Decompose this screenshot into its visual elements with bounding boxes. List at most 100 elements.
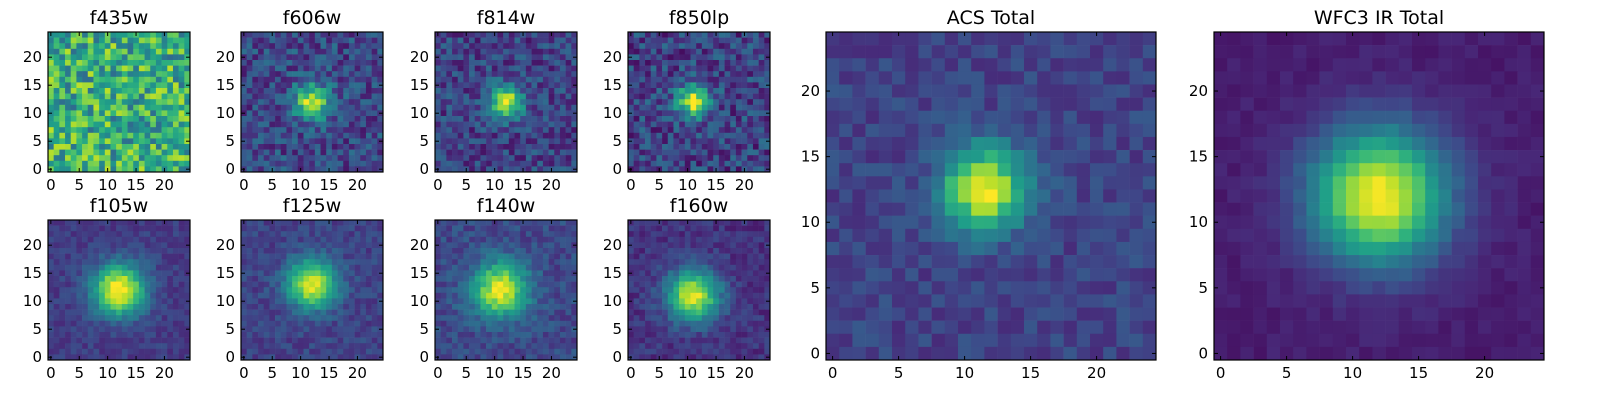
heatmap-cell <box>150 155 157 162</box>
heatmap-cell <box>252 220 259 226</box>
heatmap-cell <box>184 43 191 50</box>
heatmap-cell <box>269 88 276 94</box>
heatmap-cell <box>565 76 572 83</box>
heatmap-cell <box>354 298 361 305</box>
heatmap-cell <box>70 236 77 243</box>
heatmap-cell <box>486 88 493 94</box>
heatmap-cell <box>639 88 646 94</box>
heatmap-cell <box>337 76 344 83</box>
heatmap-cell <box>133 309 140 316</box>
heatmap-cell <box>735 99 742 106</box>
heatmap-cell <box>491 281 498 288</box>
heatmap-cell <box>178 166 185 173</box>
heatmap-cell <box>667 43 674 50</box>
heatmap-cell <box>127 54 134 61</box>
heatmap-cell <box>457 320 464 327</box>
heatmap-cell <box>337 281 344 288</box>
heatmap-cell <box>65 309 72 316</box>
heatmap-cell <box>554 270 561 277</box>
heatmap-cell <box>474 93 481 100</box>
heatmap-cell <box>178 298 185 305</box>
heatmap-cell <box>696 54 703 61</box>
heatmap-cell <box>633 270 640 277</box>
heatmap-cell <box>348 54 355 61</box>
heatmap-cell <box>525 292 532 299</box>
heatmap-cell <box>116 259 123 266</box>
heatmap-cell <box>440 343 447 350</box>
heatmap-cell <box>650 48 657 55</box>
heatmap-cell <box>645 166 652 173</box>
heatmap-cell <box>662 88 669 94</box>
heatmap-cell <box>275 88 282 94</box>
heatmap-cell <box>565 315 572 322</box>
heatmap-cell <box>713 292 720 299</box>
heatmap-cell <box>452 166 459 173</box>
heatmap-cell <box>82 110 89 117</box>
heatmap-cell <box>144 99 151 106</box>
heatmap-cell <box>542 155 549 162</box>
heatmap-cell <box>542 304 549 310</box>
heatmap-cell <box>701 76 708 83</box>
heatmap-cell <box>360 132 367 139</box>
heatmap-cell <box>252 315 259 322</box>
heatmap-cell <box>150 259 157 266</box>
heatmap-cell <box>491 242 498 249</box>
heatmap-cell <box>371 309 378 316</box>
heatmap-cell <box>724 132 731 139</box>
heatmap-cell <box>713 281 720 288</box>
heatmap-cell <box>452 32 459 38</box>
heatmap-cell <box>718 292 725 299</box>
heatmap-cell <box>348 149 355 156</box>
heatmap-cell <box>377 348 384 355</box>
heatmap-cell <box>690 43 697 50</box>
heatmap-cell <box>457 60 464 66</box>
heatmap-cell <box>480 54 487 61</box>
heatmap-cell <box>531 104 538 111</box>
heatmap-cell <box>752 82 759 89</box>
heatmap-cell <box>365 248 372 254</box>
heatmap-cell <box>337 166 344 173</box>
heatmap-cell <box>246 298 253 305</box>
heatmap-cell <box>531 292 538 299</box>
heatmap-cell <box>326 138 333 145</box>
heatmap-cell <box>684 121 691 128</box>
heatmap-cell <box>70 138 77 145</box>
heatmap-cell <box>628 71 634 78</box>
heatmap-cell <box>690 99 697 106</box>
heatmap-cell <box>144 144 151 150</box>
heatmap-cell <box>161 298 168 305</box>
heatmap-cell <box>452 259 459 266</box>
heatmap-cell <box>252 248 259 254</box>
heatmap-cell <box>337 337 344 344</box>
heatmap-cell <box>110 220 117 226</box>
heatmap-cell <box>571 149 578 156</box>
heatmap-cell <box>718 225 725 232</box>
heatmap-cell <box>326 253 333 260</box>
heatmap-cell <box>116 144 123 150</box>
heatmap-cell <box>76 270 83 277</box>
y-tick-label: 20 <box>603 48 622 66</box>
heatmap-cell <box>48 121 54 128</box>
heatmap-cell <box>99 93 106 100</box>
heatmap-cell <box>571 65 578 72</box>
heatmap-cell <box>377 144 384 150</box>
heatmap-cell <box>371 259 378 266</box>
heatmap-cell <box>167 348 174 355</box>
heatmap-cell <box>292 292 299 299</box>
heatmap-cell <box>314 76 321 83</box>
heatmap-cell <box>525 65 532 72</box>
heatmap-cell <box>696 110 703 117</box>
heatmap-cell <box>53 354 60 361</box>
heatmap-cell <box>673 48 680 55</box>
heatmap-cell <box>514 43 521 50</box>
heatmap-cell <box>343 220 350 226</box>
heatmap-cell <box>280 259 287 266</box>
heatmap-cell <box>525 82 532 89</box>
heatmap-cell <box>269 320 276 327</box>
heatmap-cell <box>133 132 140 139</box>
heatmap-cell <box>365 110 372 117</box>
heatmap-cell <box>548 43 555 50</box>
heatmap-cell <box>446 348 453 355</box>
heatmap-cell <box>514 292 521 299</box>
heatmap-cell <box>497 343 504 350</box>
